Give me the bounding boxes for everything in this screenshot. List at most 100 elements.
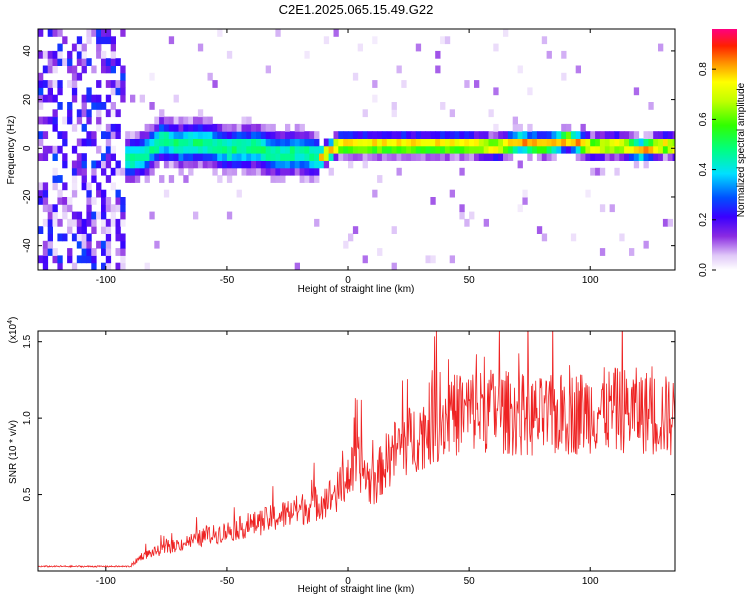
heatmap-cell: [67, 204, 73, 213]
heatmap-cell: [541, 233, 548, 242]
heatmap-cell: [522, 145, 528, 154]
heatmap-cell: [76, 211, 83, 220]
heatmap-cell: [183, 116, 189, 125]
heatmap-cell: [115, 167, 121, 176]
heatmap-cell: [493, 43, 499, 52]
heatmap-cell: [202, 145, 208, 154]
heatmap-cell: [183, 145, 189, 154]
heatmap-cell: [648, 153, 654, 161]
heatmap-cell: [517, 65, 523, 74]
heatmap-cell: [76, 167, 83, 176]
heatmap-cell: [81, 167, 87, 176]
heatmap-cell: [294, 138, 300, 147]
snr-y-multiplier: (x104): [7, 317, 19, 344]
heatmap-cell: [396, 153, 402, 161]
heatmap-cell: [57, 43, 63, 52]
heatmap-cell: [173, 145, 179, 154]
heatmap-cell: [619, 138, 625, 147]
heatmap-cell: [91, 255, 97, 264]
heatmap-cell: [86, 211, 92, 220]
heatmap-cell: [638, 145, 644, 154]
heatmap-cell: [105, 175, 112, 183]
heatmap-cell: [38, 153, 44, 161]
heatmap-cell: [270, 153, 276, 161]
heatmap-cell: [76, 36, 83, 45]
heatmap-cell: [96, 80, 102, 88]
heatmap-cell: [633, 138, 640, 147]
heatmap-cell: [488, 145, 494, 154]
heatmap-cell: [667, 138, 673, 147]
heatmap-cell: [294, 123, 300, 132]
heatmap-cell: [115, 197, 121, 205]
heatmap-cell: [265, 167, 271, 176]
heatmap-cell: [236, 153, 242, 161]
heatmap-cell: [575, 65, 581, 74]
heatmap-cell: [91, 262, 97, 270]
heatmap-cell: [483, 131, 489, 139]
heatmap-cell: [149, 102, 155, 110]
heatmap-cell: [556, 145, 562, 154]
heatmap-cell: [469, 211, 475, 220]
heatmap-cell: [163, 160, 170, 169]
heatmap-cell: [391, 131, 397, 139]
heatmap-cell: [105, 248, 112, 256]
heatmap-cell: [309, 138, 315, 147]
heatmap-cell: [42, 80, 49, 88]
heatmap-cell: [624, 153, 630, 161]
heatmap-cell: [163, 138, 170, 147]
heatmap-cell: [105, 131, 112, 139]
heatmap-cell: [197, 123, 204, 132]
heatmap-cell: [357, 43, 363, 52]
heatmap-cell: [101, 167, 107, 176]
heatmap-cell: [362, 255, 368, 264]
heatmap-cell: [183, 160, 189, 169]
heatmap-cell: [81, 218, 87, 227]
heatmap-cell: [285, 167, 291, 176]
heatmap-cell: [91, 131, 97, 139]
heatmap-cell: [96, 240, 102, 249]
heatmap-cell: [231, 160, 238, 169]
heatmap-cell: [401, 80, 407, 88]
heatmap-cell: [81, 109, 87, 118]
heatmap-cell: [449, 131, 455, 139]
heatmap-cell: [367, 138, 373, 147]
heatmap-cell: [120, 218, 126, 227]
heatmap-cell: [449, 109, 455, 118]
heatmap-cell: [76, 255, 83, 264]
heatmap-cell: [546, 153, 552, 161]
heatmap-cell: [280, 175, 286, 183]
heatmap-cell: [648, 138, 654, 147]
heatmap-cell: [222, 123, 228, 132]
heatmap-cell: [105, 65, 112, 74]
heatmap-cell: [580, 153, 586, 161]
heatmap-cell: [115, 160, 121, 169]
heatmap-cell: [38, 138, 44, 147]
colorbar-ticks: 0.0 0.2 0.4 0.6 0.8: [698, 62, 716, 277]
heatmap-cell: [96, 43, 102, 52]
heatmap-cell: [120, 262, 126, 270]
heatmap-cell: [352, 145, 359, 154]
heatmap-cell: [81, 175, 87, 183]
heatmap-cell: [38, 116, 44, 125]
heatmap-cell: [575, 145, 581, 154]
heatmap-cell: [532, 138, 538, 147]
heatmap-cell: [256, 131, 262, 139]
heatmap-cell: [38, 197, 44, 205]
heatmap-cell: [527, 123, 533, 132]
heatmap-cell: [173, 153, 179, 161]
heatmap-cell: [391, 226, 397, 234]
heatmap-cell: [38, 102, 44, 110]
heatmap-cell: [362, 145, 368, 154]
heatmap-cell: [411, 153, 417, 161]
heatmap-cell: [226, 175, 233, 183]
heatmap-cell: [493, 145, 499, 154]
heatmap-cell: [275, 29, 281, 37]
heatmap-cell: [163, 189, 170, 198]
heatmap-cell: [67, 58, 73, 66]
heatmap-cell: [377, 153, 383, 161]
heatmap-cell: [52, 94, 58, 103]
heatmap-cell: [71, 182, 78, 191]
heatmap-cell: [556, 138, 562, 147]
heatmap-cell: [115, 262, 121, 270]
heatmap-cell: [585, 138, 591, 147]
